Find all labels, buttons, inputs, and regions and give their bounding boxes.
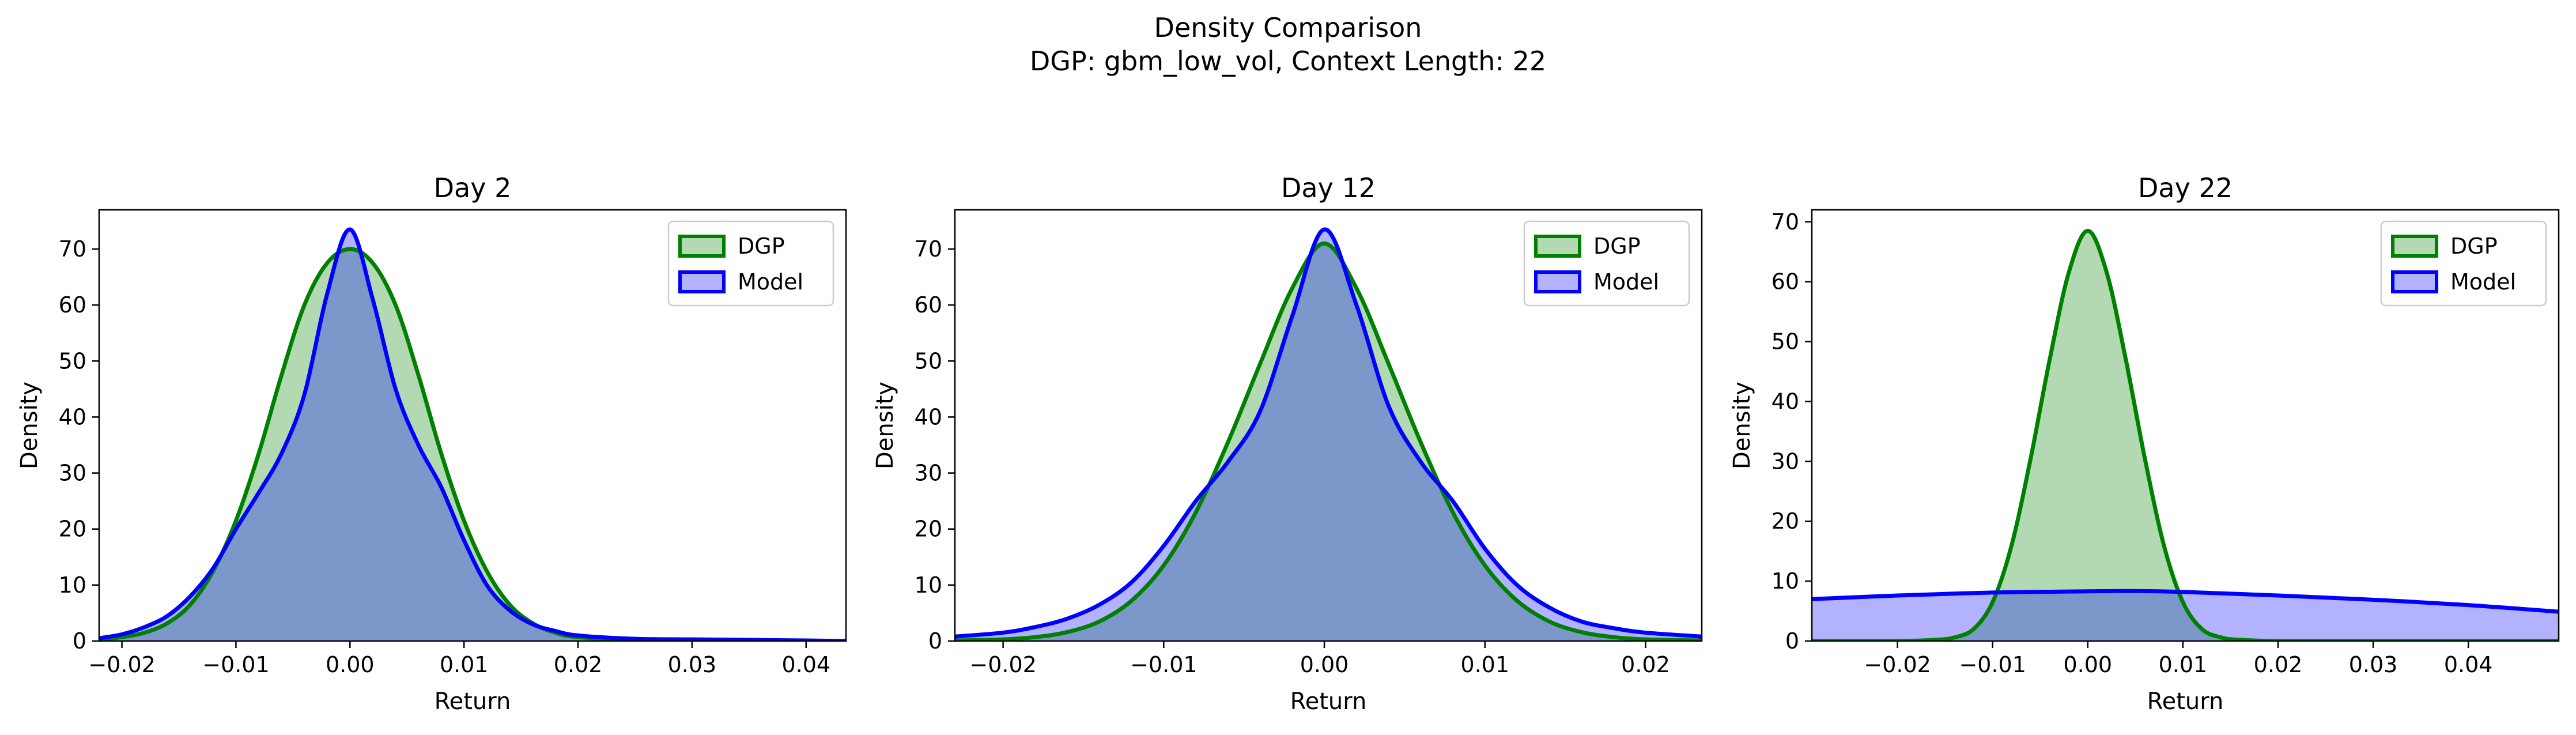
chart-panels: −0.02 −0.01 0.00 0.01 0.02 0.03 0.04 0 10 20 30 40 5… — [16, 172, 2560, 715]
y-tick-label: 10 — [59, 572, 86, 598]
x-tick-label: 0.02 — [1621, 652, 1670, 677]
x-tick-label: 0.01 — [440, 652, 489, 677]
x-tick-label: 0.01 — [2159, 652, 2208, 677]
legend-label-model: Model — [2450, 269, 2516, 295]
density-line-dgp — [955, 241, 1702, 641]
plot-area — [99, 227, 846, 641]
x-tick-label: 0.02 — [2254, 652, 2303, 677]
figure-title: Density Comparison — [1154, 12, 1422, 43]
y-axis-label: Density — [872, 382, 898, 469]
panel-2: −0.02 −0.01 0.00 0.01 0.02 0 10 20 30 40 50 60 70 Day… — [872, 172, 1703, 715]
x-tick-label: −0.02 — [88, 652, 155, 677]
panel-3: −0.02 −0.01 0.00 0.01 0.02 0.03 0.04 0 10 20 30 40 5… — [1729, 172, 2560, 715]
x-tick-label: −0.01 — [1130, 652, 1197, 677]
x-axis-label: Return — [435, 688, 511, 715]
y-tick-label: 60 — [59, 292, 86, 318]
y-tick-label: 10 — [1772, 568, 1799, 594]
y-tick-label: 40 — [915, 404, 942, 429]
legend-swatch-model — [678, 270, 726, 293]
legend-swatch-dgp — [2391, 235, 2438, 258]
density-fill-dgp — [955, 243, 1702, 641]
x-tick-label: 0.03 — [2349, 652, 2398, 677]
panel-title: Day 22 — [2138, 172, 2233, 203]
density-line-model — [99, 227, 846, 641]
y-tick-label: 0 — [1785, 628, 1799, 654]
x-axis-label: Return — [1290, 688, 1367, 715]
y-axis-label: Density — [1729, 382, 1755, 469]
x-axis-label: Return — [2147, 688, 2224, 715]
panel-1: −0.02 −0.01 0.00 0.01 0.02 0.03 0.04 0 10 20 30 40 5… — [16, 172, 847, 715]
legend: DGP Model — [2380, 220, 2547, 307]
y-tick-label: 70 — [915, 236, 942, 262]
axes-frame — [98, 209, 847, 642]
x-tick-label: −0.02 — [969, 652, 1036, 677]
y-tick-label: 50 — [59, 348, 86, 374]
y-tick-label: 70 — [59, 236, 86, 262]
y-tick-label: 30 — [59, 461, 86, 486]
y-tick-label: 40 — [1772, 389, 1799, 414]
y-tick-label: 20 — [1772, 508, 1799, 534]
legend-swatch-dgp — [678, 235, 726, 258]
y-tick-label: 30 — [915, 461, 942, 486]
x-tick-label: −0.01 — [1959, 652, 2026, 677]
y-tick-label: 50 — [915, 348, 942, 374]
density-fill-model — [99, 229, 846, 641]
density-line-model — [1812, 589, 2559, 614]
legend-label-dgp: DGP — [738, 233, 785, 259]
x-tick-label: 0.00 — [2063, 652, 2112, 677]
y-tick-label: 20 — [915, 517, 942, 542]
y-tick-label: 0 — [928, 628, 942, 654]
legend-swatch-dgp — [1534, 235, 1581, 258]
x-tick-label: 0.03 — [668, 652, 717, 677]
panel-title: Day 12 — [1281, 172, 1376, 203]
density-line-dgp — [1812, 228, 2559, 641]
legend-label-model: Model — [738, 269, 803, 295]
x-tick-label: 0.04 — [781, 652, 830, 677]
plot-area — [1812, 228, 2559, 641]
x-tick-label: 0.04 — [2444, 652, 2493, 677]
legend-label-dgp: DGP — [1593, 233, 1641, 259]
legend-box — [1523, 220, 1690, 307]
density-fill-model — [955, 229, 1702, 641]
y-tick-label: 40 — [59, 404, 86, 429]
y-tick-label: 10 — [915, 572, 942, 598]
x-tick-label: 0.00 — [1300, 652, 1349, 677]
legend-box — [2380, 220, 2547, 307]
y-tick-label: 70 — [1772, 209, 1799, 235]
y-tick-label: 30 — [1772, 448, 1799, 474]
legend: DGP Model — [667, 220, 834, 307]
legend-label-dgp: DGP — [2450, 233, 2498, 259]
y-axis-label: Density — [16, 382, 43, 469]
y-tick-label: 60 — [1772, 269, 1799, 295]
y-tick-label: 20 — [59, 517, 86, 542]
y-tick-label: 50 — [1772, 329, 1799, 355]
legend-box — [667, 220, 834, 307]
x-tick-label: −0.02 — [1864, 652, 1931, 677]
legend-label-model: Model — [1593, 269, 1659, 295]
x-tick-label: −0.01 — [202, 652, 269, 677]
plot-area — [955, 227, 1702, 641]
panel-title: Day 2 — [434, 172, 512, 203]
x-tick-label: 0.01 — [1460, 652, 1509, 677]
legend-swatch-model — [1534, 270, 1581, 293]
density-fill-model — [1812, 591, 2559, 641]
legend: DGP Model — [1523, 220, 1690, 307]
legend-swatch-model — [2391, 270, 2438, 293]
axes-frame — [1811, 209, 2560, 642]
axes-frame — [954, 209, 1703, 642]
y-tick-label: 60 — [915, 292, 942, 318]
x-tick-label: 0.02 — [554, 652, 603, 677]
figure-subtitle: DGP: gbm_low_vol, Context Length: 22 — [1030, 46, 1546, 77]
x-tick-label: 0.00 — [326, 652, 375, 677]
y-tick-label: 0 — [73, 628, 86, 654]
density-line-model — [955, 227, 1702, 639]
density-fill-dgp — [99, 249, 846, 641]
